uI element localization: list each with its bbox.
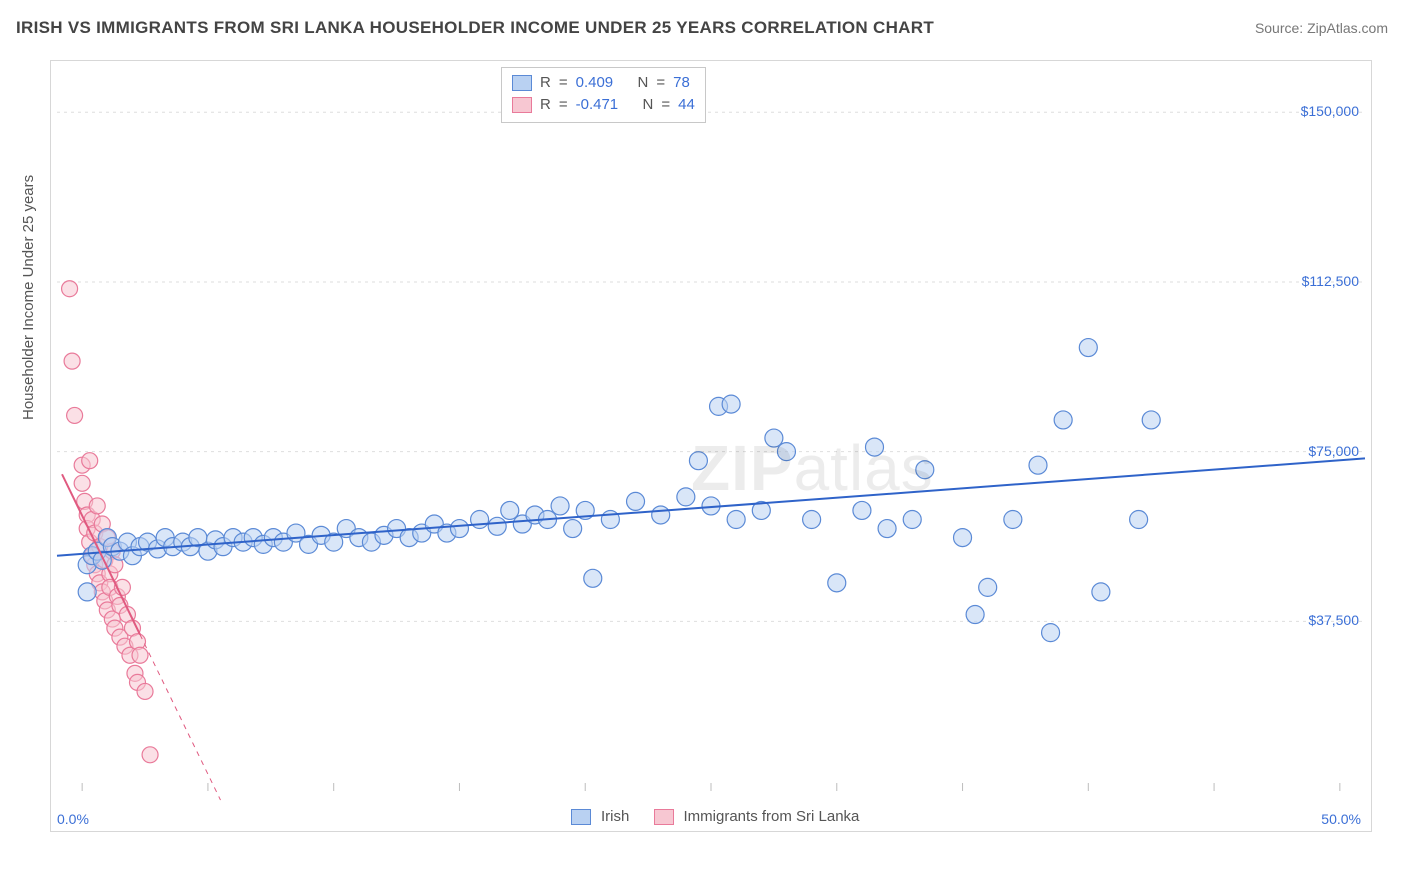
stats-row: R = 0.409 N = 78	[512, 72, 695, 94]
stats-row: R = -0.471 N = 44	[512, 94, 695, 116]
source-credit: Source: ZipAtlas.com	[1255, 20, 1388, 36]
y-tick-label: $37,500	[1308, 612, 1359, 628]
equals: =	[559, 72, 568, 94]
stat-n-label: N	[638, 72, 649, 94]
stat-r-value: -0.471	[576, 94, 619, 116]
x-tick-min: 0.0%	[57, 811, 89, 827]
stats-box: R = 0.409 N = 78 R = -0.471 N = 44	[501, 67, 706, 123]
swatch-icon	[571, 809, 591, 825]
legend-label: Immigrants from Sri Lanka	[684, 808, 860, 825]
stat-r-value: 0.409	[576, 72, 614, 94]
y-tick-label: $112,500	[1302, 273, 1359, 289]
y-axis-label: Householder Income Under 25 years	[20, 175, 37, 420]
stat-n-value: 44	[678, 94, 695, 116]
swatch-icon	[654, 809, 674, 825]
swatch-icon	[512, 97, 532, 113]
x-tick-max: 50.0%	[1321, 811, 1361, 827]
swatch-icon	[512, 75, 532, 91]
equals: =	[559, 94, 568, 116]
stat-n-value: 78	[673, 72, 690, 94]
chart-area: ZIPatlas R = 0.409 N = 78 R = -0.471 N =…	[50, 60, 1372, 832]
stat-r-label: R	[540, 94, 551, 116]
legend-label: Irish	[601, 808, 629, 825]
stat-r-label: R	[540, 72, 551, 94]
equals: =	[656, 72, 665, 94]
equals: =	[661, 94, 670, 116]
y-tick-label: $75,000	[1308, 443, 1359, 459]
source-label: Source:	[1255, 20, 1307, 36]
chart-plot	[51, 61, 1371, 831]
y-tick-label: $150,000	[1301, 103, 1359, 119]
source-name: ZipAtlas.com	[1307, 20, 1388, 36]
legend: Irish Immigrants from Sri Lanka	[571, 808, 859, 825]
page-title: IRISH VS IMMIGRANTS FROM SRI LANKA HOUSE…	[16, 18, 934, 38]
stat-n-label: N	[643, 94, 654, 116]
